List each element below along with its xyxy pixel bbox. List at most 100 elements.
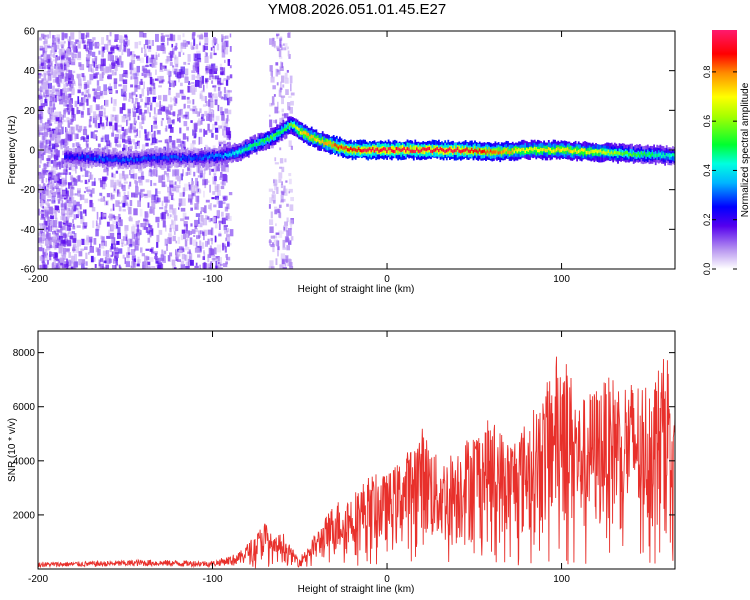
ridge-cell — [544, 148, 547, 152]
noise-cell — [122, 73, 127, 77]
noise-cell — [83, 190, 86, 194]
noise-cell — [189, 237, 193, 245]
noise-cell — [201, 89, 205, 93]
noise-cell — [272, 194, 274, 199]
noise-cell — [157, 222, 160, 228]
noise-cell — [218, 261, 220, 265]
ridge-cell — [116, 157, 118, 161]
noise-cell — [136, 259, 141, 263]
noise-cell — [68, 199, 72, 208]
noise-cell — [273, 235, 278, 239]
noise-cell — [193, 171, 196, 177]
noise-cell — [58, 92, 62, 97]
noise-cell — [61, 52, 64, 57]
noise-cell — [103, 84, 107, 91]
ridge-cell — [244, 144, 247, 152]
ridge-cell — [348, 148, 351, 152]
ridge-cell — [664, 154, 666, 159]
noise-cell — [114, 67, 117, 76]
noise-cell — [93, 73, 98, 79]
ridge-cell — [662, 153, 665, 157]
spectrogram-x-axis: -200 -100 0 100 — [28, 31, 570, 285]
noise-cell — [224, 46, 229, 55]
noise-cell — [147, 231, 151, 235]
x-tick-label: -200 — [28, 274, 48, 285]
noise-cell — [51, 45, 56, 53]
ridge-cell — [127, 157, 129, 165]
noise-cell — [68, 36, 71, 41]
colorbar-tick-label: 0.4 — [702, 164, 712, 177]
noise-cell — [68, 172, 72, 175]
noise-cell — [70, 187, 74, 190]
noise-cell — [151, 251, 155, 254]
noise-cell — [153, 251, 158, 255]
noise-cell — [65, 226, 67, 232]
noise-cell — [72, 200, 77, 206]
noise-cell — [53, 257, 57, 260]
noise-cell — [107, 139, 110, 145]
ridge-cell — [533, 146, 536, 150]
noise-cell — [47, 127, 51, 132]
noise-cell — [97, 123, 101, 129]
noise-cell — [176, 185, 181, 189]
ridge-cell — [419, 149, 421, 153]
ridge-cell — [271, 132, 274, 140]
ridge-cell — [161, 156, 164, 160]
ridge-cell — [661, 155, 663, 159]
noise-cell — [40, 103, 45, 108]
noise-cell — [197, 189, 202, 194]
noise-cell — [105, 240, 107, 247]
noise-cell — [83, 94, 87, 98]
ridge-cell — [106, 157, 109, 161]
spectrogram-xlabel: Height of straight line (km) — [298, 284, 415, 295]
noise-cell — [216, 210, 220, 219]
noise-cell — [213, 165, 217, 173]
noise-cell — [155, 138, 158, 144]
noise-cell — [39, 140, 44, 149]
ridge-cell — [381, 148, 384, 152]
noise-cell — [199, 230, 203, 235]
ridge-cell — [535, 147, 538, 151]
noise-cell — [59, 238, 62, 246]
noise-cell — [287, 32, 291, 38]
noise-cell — [91, 188, 95, 194]
ridge-cell — [144, 156, 147, 160]
noise-cell — [203, 235, 205, 241]
ridge-cell — [207, 156, 209, 160]
noise-cell — [89, 74, 94, 81]
noise-cell — [68, 93, 72, 98]
noise-cell — [145, 64, 149, 67]
noise-cell — [229, 46, 232, 52]
noise-cell — [191, 193, 194, 199]
noise-cell — [186, 168, 192, 176]
noise-cell — [100, 235, 103, 240]
noise-cell — [87, 88, 90, 95]
snr-series — [38, 356, 675, 569]
ridge-cell — [596, 150, 599, 154]
noise-cell — [142, 33, 147, 38]
noise-cell — [88, 93, 91, 97]
noise-cell — [81, 111, 84, 115]
ridge-cell — [654, 153, 657, 157]
ridge-cell — [136, 158, 139, 162]
noise-cell — [62, 233, 66, 236]
noise-cell — [135, 238, 140, 246]
noise-cell — [203, 128, 205, 137]
noise-cell — [226, 175, 228, 183]
noise-cell — [194, 122, 198, 130]
noise-cell — [142, 193, 144, 197]
ridge-cell — [227, 153, 230, 158]
noise-cell — [85, 57, 90, 62]
noise-cell — [77, 175, 81, 182]
noise-cell — [125, 261, 130, 268]
ridge-cell — [554, 149, 556, 153]
ridge-cell — [171, 155, 173, 163]
noise-cell — [209, 100, 214, 108]
noise-cell — [216, 43, 220, 51]
noise-cell — [145, 39, 149, 45]
ridge-cell — [499, 147, 502, 155]
noise-cell — [70, 32, 75, 40]
noise-cell — [155, 258, 159, 264]
noise-cell — [167, 186, 172, 193]
ridge-cell — [445, 149, 448, 153]
